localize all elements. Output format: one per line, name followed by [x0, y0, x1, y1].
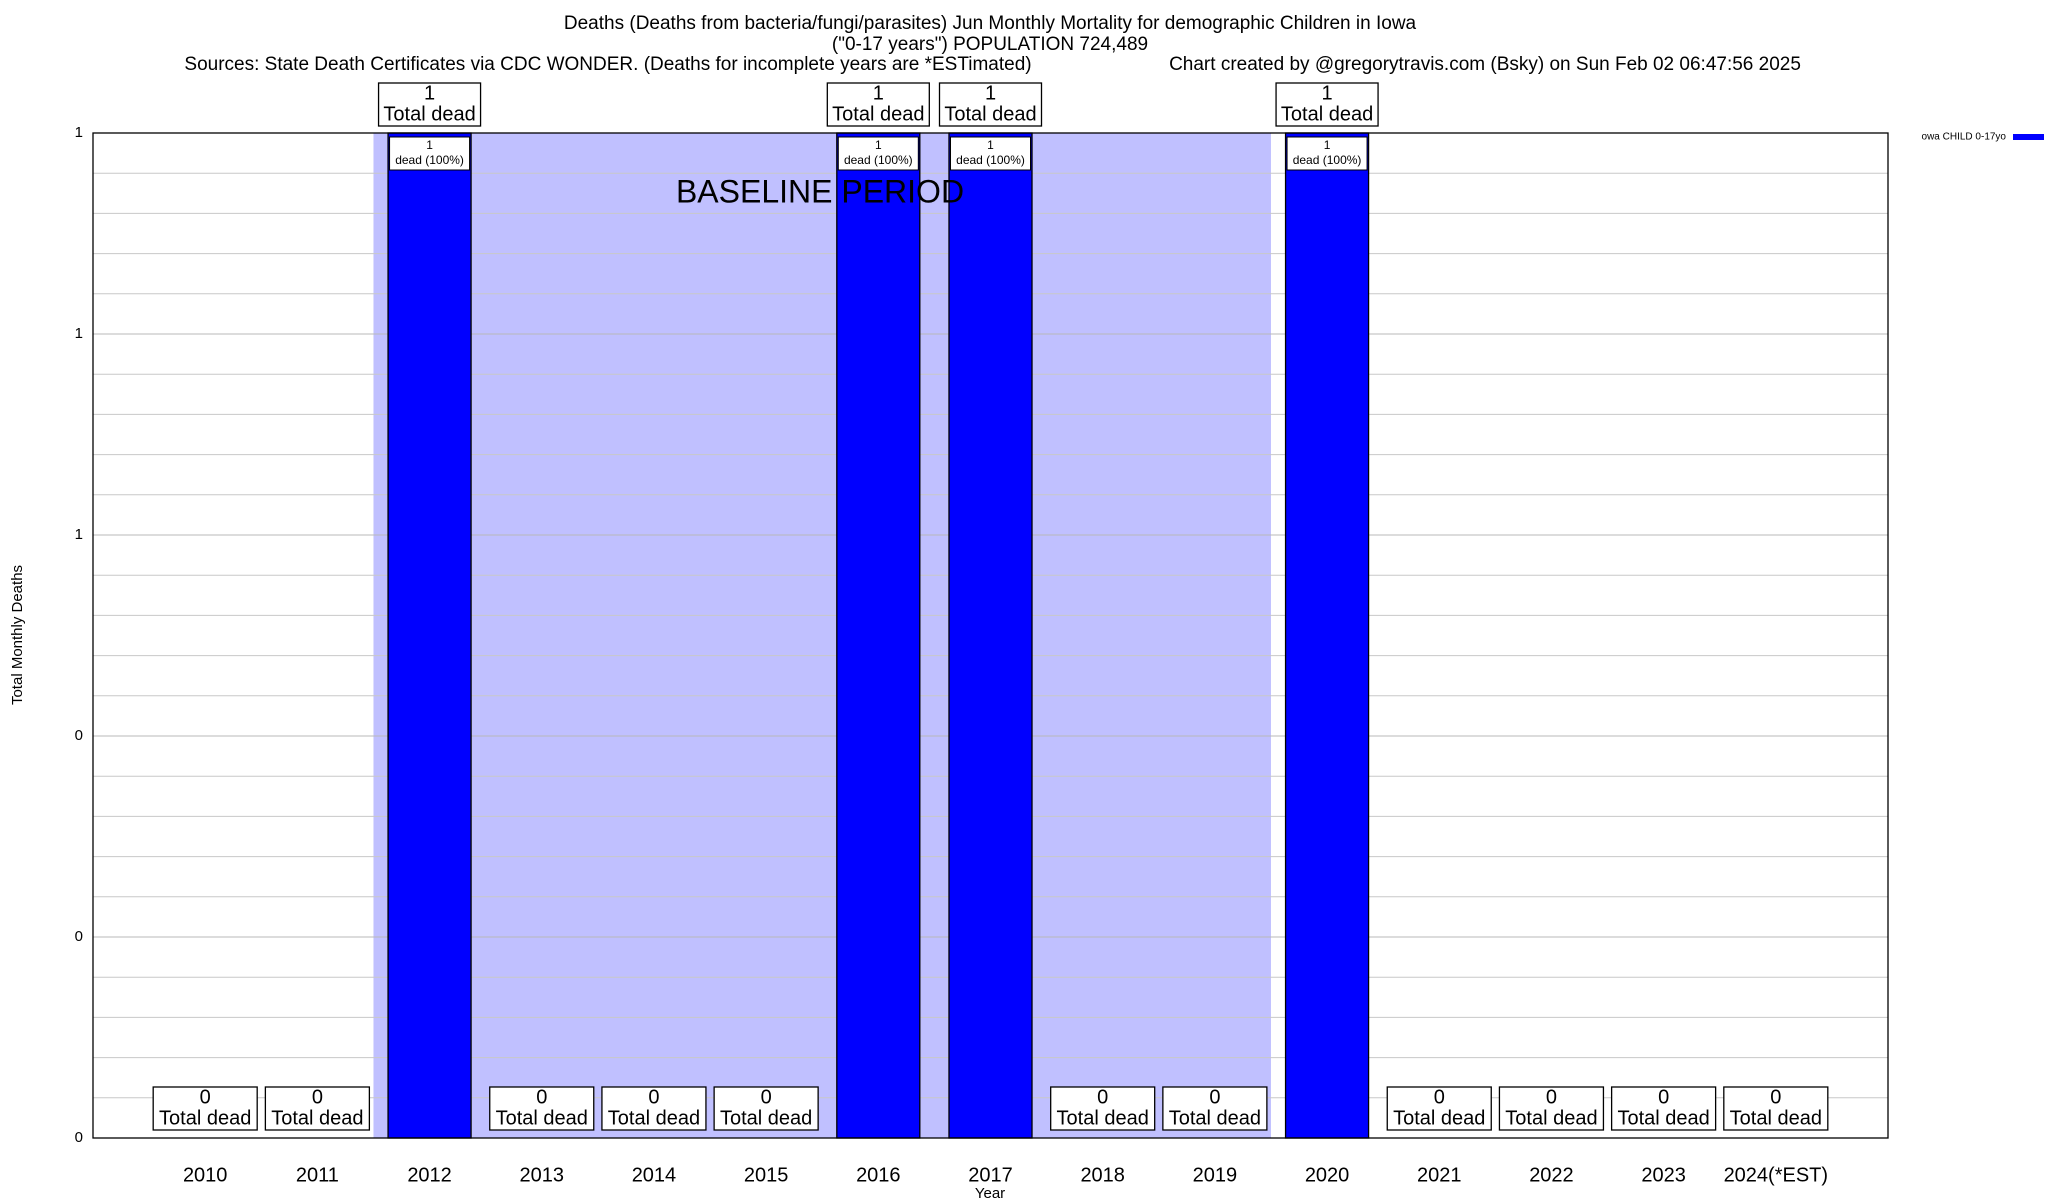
x-axis-label: Year [975, 1185, 1005, 1200]
x-tick-label: 2012 [407, 1164, 452, 1186]
y-tick-label: 0 [75, 727, 83, 744]
zero-value-label: 0 [1770, 1086, 1781, 1108]
zero-label-box [1498, 1086, 1605, 1131]
y-tick-label: 1 [75, 526, 83, 543]
x-tick-label: 2011 [296, 1164, 339, 1186]
y-tick-label: 0 [75, 1129, 83, 1146]
zero-value-label: 0 [761, 1086, 772, 1108]
x-tick-label: 2015 [744, 1164, 789, 1186]
zero-value-label: 0 [200, 1086, 211, 1108]
x-tick-label: 2019 [1193, 1164, 1238, 1186]
zero-total-label: Total dead [271, 1107, 363, 1129]
zero-total-label: Total dead [1505, 1107, 1597, 1129]
x-tick-label: 2010 [183, 1164, 228, 1186]
y-tick-label: 0 [75, 928, 83, 945]
zero-total-label: Total dead [720, 1107, 812, 1129]
top-total-label: Total dead [944, 103, 1036, 125]
x-tick-label: 2014 [632, 1164, 677, 1186]
inner-label-box [389, 136, 471, 171]
x-tick-label: 2023 [1641, 1164, 1686, 1186]
zero-value-label: 0 [312, 1086, 323, 1108]
sources: Sources: State Death Certificates via CD… [184, 54, 1031, 75]
x-tick-label: 2013 [520, 1164, 565, 1186]
x-tick-label: 2022 [1529, 1164, 1574, 1186]
zero-label-box [1610, 1086, 1717, 1131]
zero-total-label: Total dead [159, 1107, 251, 1129]
top-total-label: Total dead [1281, 103, 1373, 125]
zero-label-box [1723, 1086, 1829, 1131]
zero-total-label: Total dead [1057, 1107, 1149, 1129]
x-tick-label: 2024(*EST) [1724, 1164, 1829, 1186]
chart-subtitle: ("0-17 years") POPULATION 724,489 [832, 34, 1148, 55]
top-label-box [826, 82, 930, 127]
inner-share-label: dead (100%) [395, 153, 464, 167]
x-tick-label: 2021 [1417, 1164, 1462, 1186]
zero-label-box [264, 1086, 371, 1131]
inner-share-label: dead (100%) [1293, 153, 1362, 167]
zero-total-label: Total dead [1730, 1107, 1822, 1129]
legend-label: owa CHILD 0-17yo [1922, 132, 2007, 143]
plot-frame [92, 132, 1889, 1139]
inner-label-box [837, 136, 919, 171]
zero-value-label: 0 [1658, 1086, 1669, 1108]
top-value-label: 1 [424, 82, 435, 104]
y-axis-label: Total Monthly Deaths [9, 565, 26, 705]
bar [948, 132, 1033, 1139]
zero-total-label: Total dead [1617, 1107, 1709, 1129]
top-label-box [377, 82, 482, 127]
bar [1284, 132, 1370, 1139]
zero-label-box [1386, 1086, 1492, 1131]
bar [836, 132, 921, 1139]
x-tick-label: 2016 [856, 1164, 901, 1186]
zero-label-box [1050, 1086, 1156, 1131]
credit: Chart created by @gregorytravis.com (Bsk… [1169, 54, 1801, 75]
y-tick-label: 1 [75, 124, 83, 141]
top-total-label: Total dead [383, 103, 475, 125]
bar [387, 132, 472, 1139]
zero-value-label: 0 [1546, 1086, 1557, 1108]
zero-total-label: Total dead [608, 1107, 700, 1129]
top-value-label: 1 [1322, 82, 1333, 104]
zero-label-box [152, 1086, 258, 1131]
inner-value-label: 1 [426, 138, 433, 152]
zero-value-label: 0 [1097, 1086, 1108, 1108]
zero-value-label: 0 [648, 1086, 659, 1108]
x-tick-label: 2020 [1305, 1164, 1350, 1186]
zero-total-label: Total dead [496, 1107, 588, 1129]
inner-share-label: dead (100%) [956, 153, 1025, 167]
chart-title: Deaths (Deaths from bacteria/fungi/paras… [564, 13, 1417, 34]
inner-share-label: dead (100%) [844, 153, 913, 167]
top-value-label: 1 [985, 82, 996, 104]
top-value-label: 1 [873, 82, 884, 104]
inner-value-label: 1 [987, 138, 994, 152]
zero-label-box [489, 1086, 595, 1131]
zero-label-box [713, 1086, 819, 1131]
y-tick-label: 1 [75, 325, 83, 342]
zero-value-label: 0 [536, 1086, 547, 1108]
x-tick-label: 2017 [968, 1164, 1013, 1186]
zero-label-box [1162, 1086, 1268, 1131]
zero-value-label: 0 [1434, 1086, 1445, 1108]
x-tick-label: 2018 [1080, 1164, 1125, 1186]
legend-swatch [2013, 134, 2044, 140]
top-label-box [938, 82, 1043, 127]
baseline-region [373, 133, 1271, 1138]
inner-label-box [950, 136, 1031, 171]
zero-label-box [601, 1086, 707, 1131]
inner-value-label: 1 [1324, 138, 1331, 152]
zero-total-label: Total dead [1169, 1107, 1261, 1129]
top-label-box [1275, 82, 1379, 127]
zero-total-label: Total dead [1393, 1107, 1485, 1129]
inner-value-label: 1 [875, 138, 882, 152]
baseline-label: BASELINE PERIOD [676, 173, 964, 209]
inner-label-box [1286, 136, 1368, 171]
zero-value-label: 0 [1209, 1086, 1220, 1108]
top-total-label: Total dead [832, 103, 924, 125]
